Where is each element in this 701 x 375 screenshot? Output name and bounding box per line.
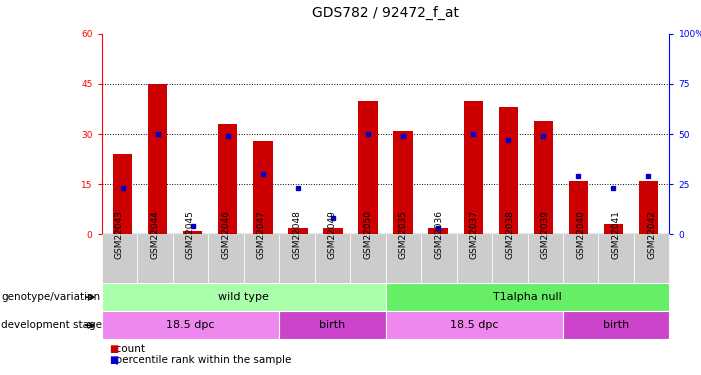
Text: GDS782 / 92472_f_at: GDS782 / 92472_f_at <box>312 6 459 20</box>
Text: GSM22044: GSM22044 <box>151 210 159 259</box>
Text: GSM22050: GSM22050 <box>363 210 372 259</box>
Bar <box>463 100 483 234</box>
Bar <box>569 181 588 234</box>
Text: GSM22045: GSM22045 <box>186 210 195 259</box>
Bar <box>113 154 132 234</box>
Bar <box>393 131 413 234</box>
Bar <box>428 228 448 234</box>
Text: T1alpha null: T1alpha null <box>493 292 562 302</box>
Text: ■: ■ <box>109 356 118 366</box>
Text: GSM22037: GSM22037 <box>470 210 479 259</box>
Text: GSM22047: GSM22047 <box>257 210 266 259</box>
Text: genotype/variation: genotype/variation <box>1 292 100 302</box>
Text: GSM22049: GSM22049 <box>328 210 336 259</box>
Text: GSM22038: GSM22038 <box>505 210 515 259</box>
Text: 18.5 dpc: 18.5 dpc <box>450 320 498 330</box>
Text: GSM22036: GSM22036 <box>435 210 443 259</box>
Bar <box>288 228 308 234</box>
Text: development stage: development stage <box>1 320 102 330</box>
Bar <box>253 141 273 234</box>
Bar <box>323 228 343 234</box>
Bar <box>639 181 658 234</box>
Text: GSM22035: GSM22035 <box>399 210 408 259</box>
Bar <box>183 231 203 234</box>
Text: GSM22039: GSM22039 <box>540 210 550 259</box>
Text: GSM22042: GSM22042 <box>647 210 656 259</box>
Text: ■: ■ <box>109 344 118 354</box>
Bar <box>358 100 378 234</box>
Text: GSM22040: GSM22040 <box>576 210 585 259</box>
Text: count: count <box>109 344 144 354</box>
Text: birth: birth <box>319 320 346 330</box>
Text: birth: birth <box>603 320 629 330</box>
Text: wild type: wild type <box>218 292 269 302</box>
Text: GSM22041: GSM22041 <box>612 210 620 259</box>
Text: GSM22046: GSM22046 <box>222 210 231 259</box>
Bar <box>218 124 238 234</box>
Bar <box>604 224 623 234</box>
Bar <box>533 121 553 234</box>
Text: GSM22048: GSM22048 <box>292 210 301 259</box>
Text: GSM22043: GSM22043 <box>115 210 124 259</box>
Bar <box>148 84 168 234</box>
Bar <box>498 107 518 234</box>
Text: 18.5 dpc: 18.5 dpc <box>166 320 215 330</box>
Text: percentile rank within the sample: percentile rank within the sample <box>109 356 291 366</box>
